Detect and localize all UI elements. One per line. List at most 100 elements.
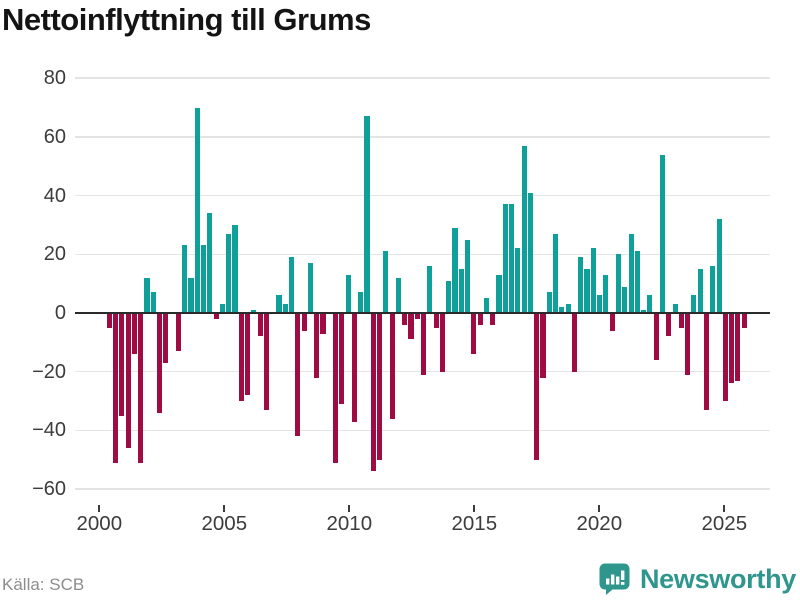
x-axis-tick xyxy=(98,505,101,512)
x-axis-tick xyxy=(223,505,226,512)
bar xyxy=(477,313,483,325)
bar xyxy=(471,313,477,355)
bar xyxy=(678,313,684,328)
source-label: Källa: SCB xyxy=(2,575,85,594)
y-axis-label: 40 xyxy=(43,184,66,207)
bar xyxy=(370,313,376,472)
bar xyxy=(351,313,357,422)
bar xyxy=(697,268,703,313)
bar xyxy=(509,204,515,313)
newsworthy-logo: Newsworthy xyxy=(598,560,796,598)
y-axis-label: −20 xyxy=(32,360,66,383)
x-axis-label: 2010 xyxy=(326,512,373,535)
bar xyxy=(232,224,238,313)
bar xyxy=(333,313,339,463)
bar xyxy=(257,313,263,337)
bar xyxy=(238,313,244,402)
bar xyxy=(156,313,163,413)
bar xyxy=(659,154,666,313)
bar xyxy=(106,313,112,328)
bar xyxy=(452,227,458,313)
bar xyxy=(389,313,395,419)
bar xyxy=(446,280,452,313)
bar xyxy=(433,313,439,328)
bar xyxy=(534,313,540,460)
x-axis-label: 2015 xyxy=(451,512,498,535)
bar xyxy=(439,313,445,372)
bar xyxy=(112,313,119,463)
bar xyxy=(597,295,603,313)
gridline xyxy=(75,488,770,490)
y-axis-label: 20 xyxy=(43,243,66,266)
bar xyxy=(427,266,433,313)
bar xyxy=(729,313,735,384)
bar xyxy=(628,233,634,313)
bar xyxy=(314,313,320,378)
gridline xyxy=(75,253,770,256)
bar xyxy=(641,310,647,313)
bar xyxy=(465,239,471,313)
bar xyxy=(634,251,640,313)
bar xyxy=(358,292,364,313)
bar xyxy=(741,313,747,328)
bar xyxy=(175,313,181,352)
bar xyxy=(722,313,728,402)
y-axis-label: 60 xyxy=(43,125,66,148)
y-axis-label: 0 xyxy=(54,302,66,324)
bar xyxy=(540,313,546,378)
bar xyxy=(125,313,131,448)
bar xyxy=(144,277,150,313)
bar xyxy=(188,277,194,313)
bar xyxy=(383,251,389,313)
bar xyxy=(150,292,156,313)
bar xyxy=(213,313,219,319)
bar xyxy=(515,248,521,313)
bar xyxy=(295,313,301,437)
bar xyxy=(603,274,609,313)
bar xyxy=(458,268,464,313)
newsworthy-wordmark: Newsworthy xyxy=(639,563,796,594)
gridline xyxy=(75,194,770,197)
bar xyxy=(584,268,590,313)
bar xyxy=(615,254,622,313)
bar xyxy=(421,313,427,375)
x-axis-tick xyxy=(348,505,351,512)
x-axis-tick xyxy=(723,505,726,512)
x-axis-label: 2025 xyxy=(701,512,748,535)
bar xyxy=(138,313,144,463)
bar xyxy=(685,313,691,375)
x-axis-label: 2005 xyxy=(201,512,248,535)
bar xyxy=(703,313,710,410)
gridline xyxy=(75,429,770,432)
bar xyxy=(219,304,225,313)
bar xyxy=(301,313,307,331)
newsworthy-bubble-icon xyxy=(599,563,630,595)
bar xyxy=(609,313,615,331)
bar xyxy=(163,313,169,363)
bar xyxy=(377,313,383,460)
bar xyxy=(414,313,420,319)
bar xyxy=(307,263,313,313)
bar xyxy=(653,313,659,360)
y-axis-label: −40 xyxy=(32,419,66,442)
bar xyxy=(282,304,288,313)
bar xyxy=(578,257,584,313)
bar xyxy=(395,277,401,313)
bar xyxy=(226,233,232,313)
bar xyxy=(559,307,565,313)
bar xyxy=(490,313,496,325)
bar xyxy=(194,107,200,313)
bar xyxy=(263,313,269,410)
bar xyxy=(408,313,414,340)
y-axis-label: 80 xyxy=(43,67,66,90)
x-axis-tick xyxy=(598,505,601,512)
bar xyxy=(289,257,295,313)
bar xyxy=(571,313,578,372)
bar xyxy=(647,295,653,313)
x-axis-label: 2020 xyxy=(576,512,623,535)
bar xyxy=(735,313,741,381)
bar xyxy=(320,313,326,334)
bar xyxy=(131,313,137,355)
bar xyxy=(182,245,188,313)
